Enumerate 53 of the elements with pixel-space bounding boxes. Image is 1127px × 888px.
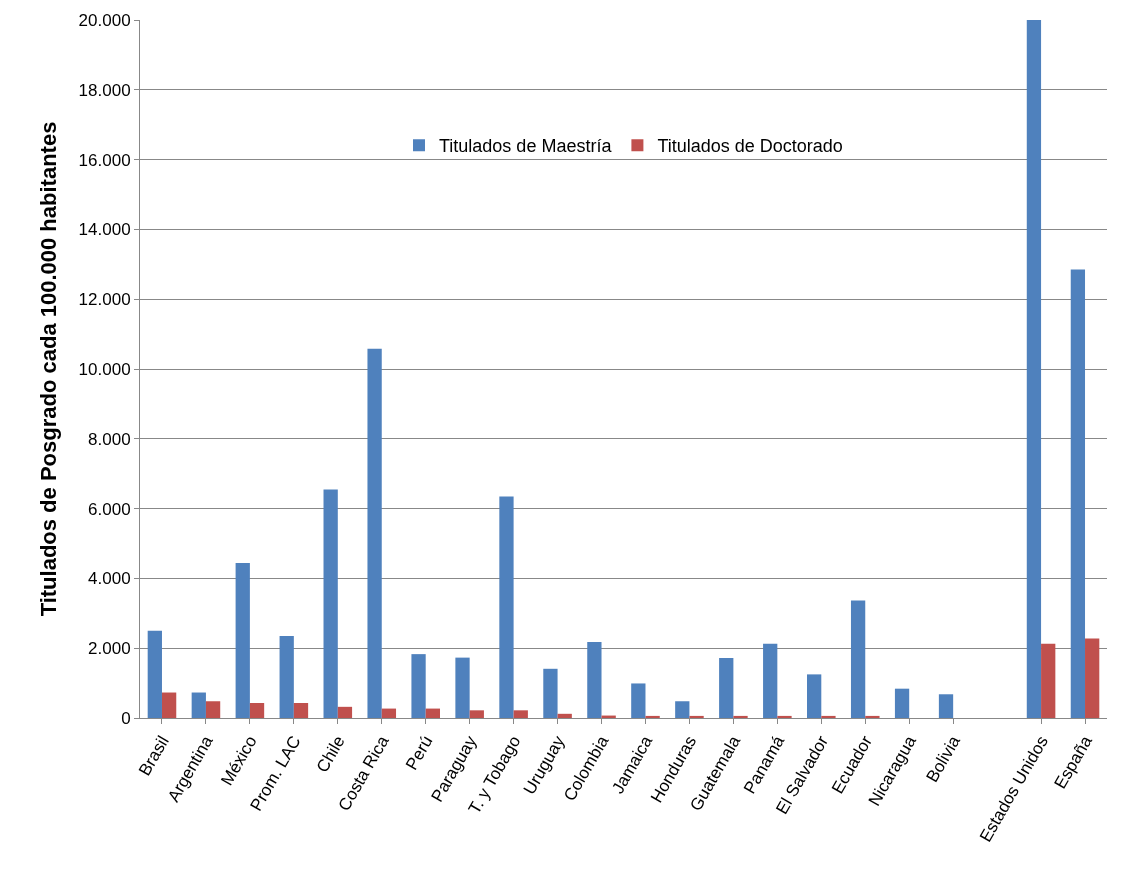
- bar: [513, 710, 528, 718]
- bar: [235, 563, 250, 718]
- bar: [499, 496, 514, 718]
- bar: [323, 489, 338, 718]
- bar: [777, 715, 792, 718]
- y-tick-label: 18.000: [78, 80, 131, 100]
- y-tick-label: 2.000: [88, 639, 131, 659]
- y-tick-label: 16.000: [78, 150, 131, 170]
- bar: [1070, 269, 1086, 718]
- bar: [821, 715, 836, 718]
- bar: [367, 348, 382, 718]
- bar: [543, 668, 558, 718]
- y-tick-label: 4.000: [88, 569, 131, 589]
- y-tick-label: 12.000: [78, 290, 131, 310]
- bar: [455, 657, 470, 718]
- y-tick-label: 0: [121, 708, 131, 728]
- bar: [1041, 643, 1056, 718]
- bar: [425, 708, 440, 718]
- bar: [675, 701, 690, 718]
- bar: [205, 701, 221, 718]
- legend-label: Titulados de Maestría: [439, 136, 613, 157]
- bar: [763, 643, 778, 718]
- bar: [293, 702, 309, 718]
- bar: [469, 710, 484, 718]
- bar: [337, 706, 353, 718]
- y-tick-label: 20.000: [78, 10, 131, 30]
- bar: [147, 630, 162, 718]
- bar: [733, 715, 748, 718]
- bar: [381, 708, 397, 718]
- bar: [249, 702, 265, 718]
- bar: [894, 688, 910, 718]
- bar: [411, 654, 426, 718]
- bar: [689, 715, 704, 718]
- bar: [161, 692, 177, 718]
- y-tick-label: 10.000: [78, 359, 131, 379]
- y-tick-label: 14.000: [78, 220, 131, 240]
- bar: [850, 600, 866, 718]
- bar: [938, 694, 954, 718]
- bar: [279, 635, 294, 718]
- bar: [645, 715, 660, 718]
- bar: [807, 674, 822, 718]
- y-tick-label: 8.000: [88, 429, 131, 449]
- bar: [631, 683, 646, 718]
- y-axis-title: Titulados de Posgrado cada 100.000 habitantes: [36, 121, 62, 617]
- bar: [587, 641, 602, 718]
- bar: [719, 657, 734, 718]
- y-tick-label: 6.000: [88, 499, 131, 519]
- bar: [557, 713, 572, 718]
- bar: [1026, 20, 1042, 718]
- legend-label: Titulados de Doctorado: [657, 136, 843, 157]
- bar: [1085, 638, 1100, 718]
- bar: [191, 692, 206, 718]
- bar: [865, 715, 880, 718]
